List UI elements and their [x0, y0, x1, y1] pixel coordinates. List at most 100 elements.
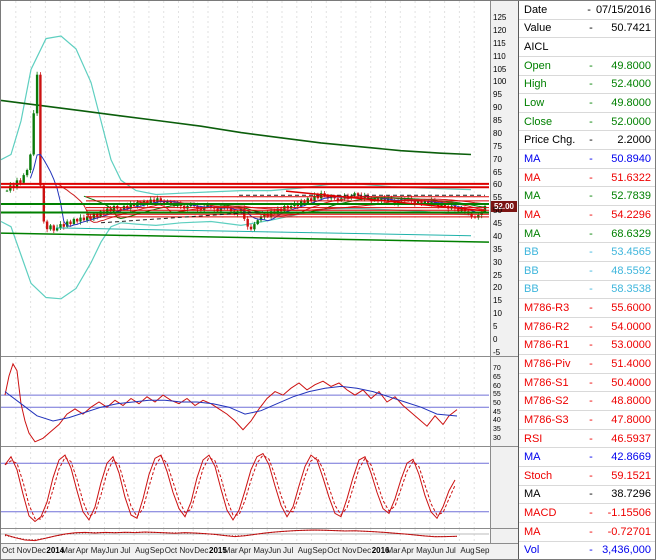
y-axis-tick: 30 [493, 434, 501, 442]
data-window-row: MA - 42.8669 [519, 448, 655, 468]
data-row-separator: - [589, 97, 593, 110]
data-row-value: 52.7839 [611, 190, 651, 203]
price-chart-canvas[interactable] [1, 1, 491, 357]
data-row-label: Low [524, 97, 545, 110]
data-row-value: 48.5592 [611, 264, 651, 277]
data-row-separator: - [589, 357, 593, 370]
x-axis-month-label: Apr [75, 546, 89, 556]
data-row-value: 55.6000 [611, 302, 651, 315]
y-axis-tick: 0 [493, 334, 498, 344]
data-window-row: M786-Piv - 51.4000 [519, 355, 655, 374]
data-row-value: 54.2296 [611, 208, 651, 221]
x-axis-month-label: Jul [283, 546, 294, 556]
x-axis-month-label: Aug [135, 546, 150, 556]
x-axis-month-label: Nov [179, 546, 194, 556]
y-axis-tick: 80 [493, 128, 502, 138]
data-row-label: M786-Piv [524, 357, 571, 370]
x-axis-month-label: Oct [164, 546, 178, 556]
price-y-axis: 52.00 125 120 115 110 105 100 95 90 85 80 75 70 65 60… [491, 1, 518, 356]
data-row-value: 50.4000 [611, 376, 651, 389]
data-row-separator: - [589, 525, 593, 538]
x-axis-month-label: Apr [401, 546, 414, 556]
data-row-label: M786-S3 [524, 413, 569, 426]
y-axis-tick: 125 [493, 13, 507, 22]
stochastic-panel[interactable] [1, 447, 518, 530]
data-window-row: M786-S3 - 47.8000 [519, 411, 655, 430]
data-window-row: MA - 54.2296 [519, 206, 655, 225]
stochastic-chart-canvas[interactable] [1, 447, 491, 529]
data-window-row: M786-S1 - 50.4000 [519, 374, 655, 393]
data-row-label: M786-R2 [524, 320, 570, 333]
y-axis-tick: -5 [493, 347, 501, 357]
x-axis-month-label: Nov [342, 546, 357, 556]
data-row-label: BB [524, 283, 539, 296]
data-row-label: BB [524, 264, 539, 277]
data-row-label: Date [524, 3, 548, 16]
data-row-label: Price Chg. [524, 134, 576, 147]
data-row-separator: - [589, 152, 593, 165]
data-row-label: MA [524, 525, 541, 538]
data-row-label: MA [524, 227, 541, 240]
data-row-value: 54.0000 [611, 320, 651, 333]
data-window-row: M786-R1 - 53.0000 [519, 337, 655, 356]
x-axis-month-label: Dec [356, 546, 372, 556]
data-window-row: MA - -0.72701 [519, 523, 655, 542]
y-axis-tick: 60 [493, 180, 502, 190]
data-row-label: M786-R3 [524, 302, 570, 315]
data-window-row: Price Chg. - 2.2000 [519, 131, 655, 151]
macd-panel[interactable] [1, 529, 518, 545]
data-window-row: MA - 51.6322 [519, 169, 655, 188]
data-window-row: MA - 38.7296 [519, 486, 655, 505]
macd-chart-canvas[interactable] [1, 529, 491, 544]
x-axis-month-label: Apr [238, 546, 252, 556]
data-row-value: 53.4565 [611, 246, 651, 259]
x-axis-month-label: Mar [386, 546, 401, 556]
data-row-separator: - [589, 320, 593, 333]
x-axis-month-label: Jul [445, 546, 456, 556]
data-window-row: M786-R2 - 54.0000 [519, 318, 655, 337]
y-axis-tick: 20 [493, 283, 502, 293]
data-row-label: Close [524, 115, 553, 128]
data-window-row: MA - 50.8940 [519, 150, 655, 169]
data-window-row: Stoch - 59.1521 [519, 467, 655, 486]
data-window-row: MACD - -1.15506 [519, 504, 655, 523]
stochastic-y-axis [491, 447, 518, 529]
data-row-separator: - [589, 488, 593, 501]
data-window-row: AICL [519, 38, 655, 57]
data-window-row: BB - 58.3538 [519, 281, 655, 300]
data-row-separator: - [589, 134, 593, 147]
x-axis-year-label: 2014 [46, 546, 65, 556]
y-axis-tick: 40 [493, 417, 501, 425]
data-row-separator: - [589, 190, 593, 203]
data-window-row: BB - 48.5592 [519, 262, 655, 281]
y-axis-tick: 95 [493, 90, 502, 100]
data-row-separator: - [589, 227, 593, 240]
data-row-value: 46.5937 [611, 432, 651, 445]
data-row-value: 49.8000 [611, 97, 651, 110]
y-axis-tick: 120 [493, 25, 507, 35]
data-row-value: 58.3538 [611, 283, 651, 296]
data-row-separator: - [589, 469, 593, 482]
y-axis-tick: 90 [493, 103, 502, 113]
rsi-panel[interactable]: 70 65 60 55 50 45 40 35 30 [1, 356, 518, 448]
y-axis-tick: 85 [493, 116, 502, 126]
data-row-value: 52.0000 [611, 115, 651, 128]
data-row-separator: - [589, 264, 593, 277]
rsi-chart-canvas[interactable] [1, 356, 491, 447]
data-row-separator: - [589, 376, 593, 389]
price-chart-panel[interactable]: 52.00 125 120 115 110 105 100 95 90 85 80 75 70 65 60… [1, 1, 518, 357]
x-axis-month-label: Oct [2, 546, 15, 556]
data-row-value: 2.2000 [617, 134, 651, 147]
data-row-separator: - [589, 283, 593, 296]
data-row-label: RSI [524, 432, 543, 445]
macd-y-axis [491, 529, 518, 544]
data-row-separator: - [589, 544, 593, 557]
data-row-label: MA [524, 190, 541, 203]
data-window-row: Open - 49.8000 [519, 57, 655, 76]
x-axis-month-label: Aug [460, 546, 475, 556]
data-row-label: AICL [524, 41, 549, 54]
data-row-separator: - [589, 171, 593, 184]
data-row-separator: - [589, 451, 593, 464]
data-row-label: Open [524, 59, 551, 72]
y-axis-tick: 55 [493, 391, 501, 399]
